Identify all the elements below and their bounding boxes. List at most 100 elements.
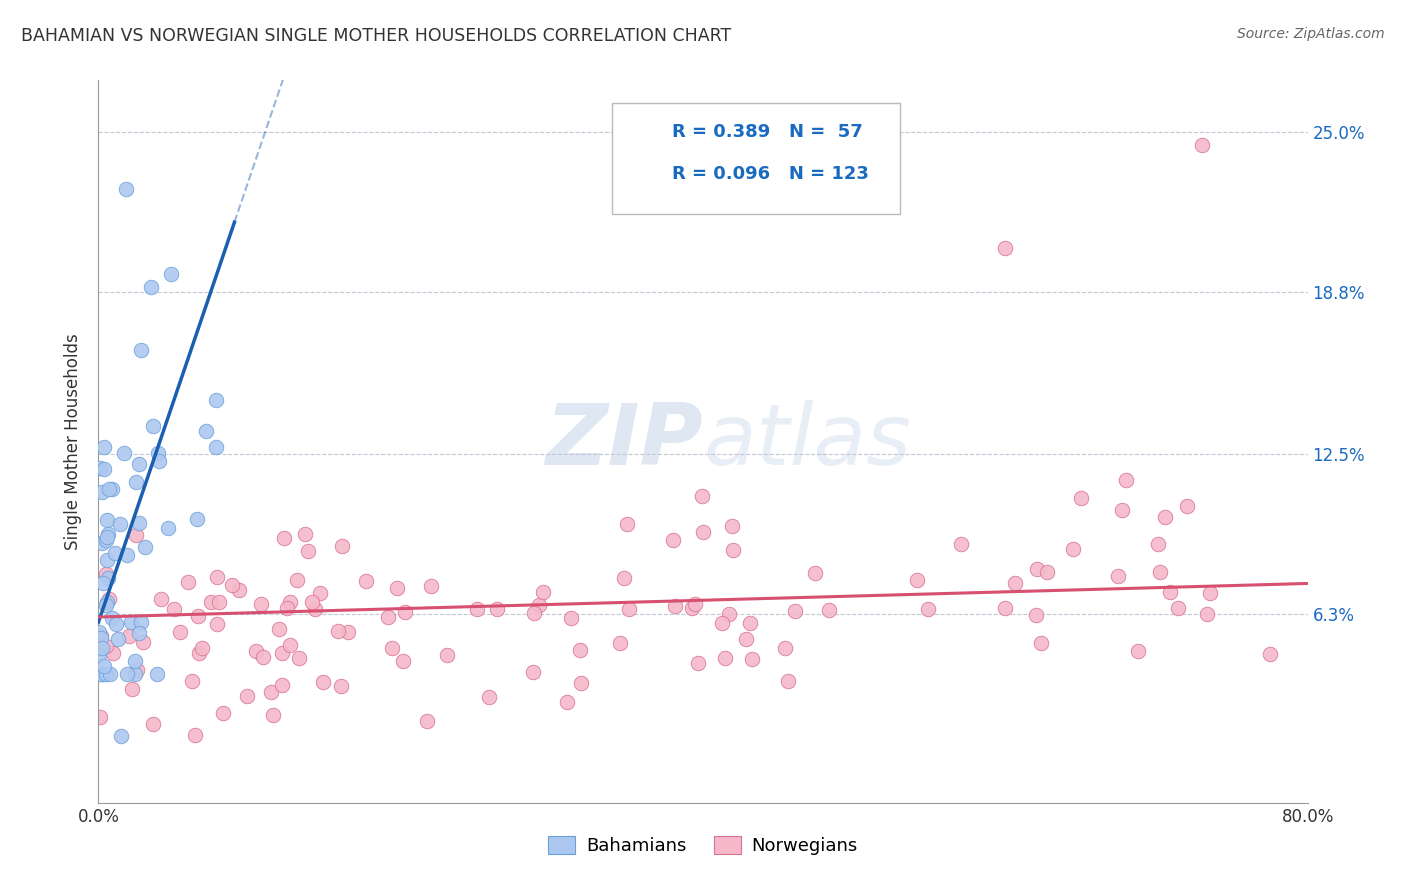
Point — [236, 690, 259, 704]
Point — [125, 475, 148, 490]
Point — [994, 241, 1017, 255]
Point — [685, 598, 707, 612]
Point — [785, 604, 807, 618]
Point — [181, 673, 204, 688]
Point — [208, 595, 231, 609]
Point — [278, 595, 301, 609]
Point — [93, 462, 115, 476]
Point — [89, 624, 111, 639]
Point — [118, 629, 141, 643]
Point — [522, 665, 544, 680]
Point — [162, 602, 184, 616]
Point — [117, 666, 139, 681]
Point — [686, 656, 709, 670]
Point — [110, 729, 132, 743]
Point — [101, 611, 124, 625]
Point — [377, 610, 399, 624]
Point — [773, 640, 796, 655]
Point — [212, 706, 235, 720]
Point — [301, 595, 323, 609]
Point — [617, 602, 640, 616]
Point — [330, 679, 353, 693]
Point — [142, 419, 165, 434]
Point — [207, 617, 229, 632]
Point — [114, 181, 136, 195]
Point — [486, 602, 509, 616]
Point — [917, 601, 939, 615]
Point — [381, 641, 404, 656]
Point — [308, 585, 330, 599]
Point — [107, 632, 129, 646]
Text: ZIP: ZIP — [546, 400, 703, 483]
Point — [96, 595, 118, 609]
Text: R = 0.389   N =  57: R = 0.389 N = 57 — [672, 123, 863, 141]
Point — [104, 546, 127, 560]
Point — [96, 553, 118, 567]
Point — [250, 597, 273, 611]
Point — [304, 602, 326, 616]
Point — [270, 646, 292, 660]
Point — [101, 646, 124, 660]
Point — [169, 625, 191, 640]
Point — [125, 527, 148, 541]
Point — [128, 626, 150, 640]
Point — [134, 540, 156, 554]
Point — [94, 666, 117, 681]
Point — [91, 575, 114, 590]
Text: atlas: atlas — [703, 400, 911, 483]
Point — [609, 636, 631, 650]
Text: BAHAMIAN VS NORWEGIAN SINGLE MOTHER HOUSEHOLDS CORRELATION CHART: BAHAMIAN VS NORWEGIAN SINGLE MOTHER HOUS… — [21, 27, 731, 45]
Point — [478, 690, 501, 704]
Point — [117, 548, 139, 562]
Point — [1191, 137, 1213, 152]
Point — [149, 592, 172, 607]
Point — [436, 648, 458, 662]
Point — [949, 536, 972, 550]
Point — [146, 666, 169, 681]
Point — [416, 714, 439, 728]
Point — [1126, 644, 1149, 658]
Point — [276, 600, 298, 615]
Point — [1167, 601, 1189, 615]
Point — [120, 615, 142, 629]
Point — [221, 578, 243, 592]
Point — [354, 574, 377, 589]
Point — [328, 624, 350, 639]
Point — [527, 598, 550, 612]
Point — [124, 666, 146, 681]
Point — [186, 512, 208, 526]
Point — [94, 533, 117, 547]
Point — [391, 654, 413, 668]
Point — [269, 622, 291, 636]
Point — [187, 646, 209, 660]
Point — [1029, 636, 1052, 650]
Point — [89, 461, 111, 475]
Point — [160, 267, 183, 281]
Point — [90, 629, 112, 643]
Point — [616, 517, 638, 532]
Point — [177, 574, 200, 589]
Point — [560, 611, 582, 625]
Point — [613, 571, 636, 585]
Point — [294, 527, 316, 541]
Point — [262, 708, 284, 723]
Point — [121, 681, 143, 696]
Point — [129, 343, 152, 358]
Point — [205, 393, 228, 408]
Point — [1175, 499, 1198, 513]
Point — [184, 728, 207, 742]
Point — [96, 530, 118, 544]
Point — [105, 616, 128, 631]
Point — [394, 605, 416, 619]
Point — [142, 716, 165, 731]
Point — [1159, 585, 1181, 599]
Point — [905, 574, 928, 588]
Y-axis label: Single Mother Households: Single Mother Households — [65, 334, 83, 549]
Point — [681, 601, 703, 615]
Point — [1258, 647, 1281, 661]
Point — [205, 570, 228, 584]
Point — [110, 517, 132, 532]
Point — [419, 579, 441, 593]
Point — [690, 489, 713, 503]
Point — [89, 666, 111, 681]
